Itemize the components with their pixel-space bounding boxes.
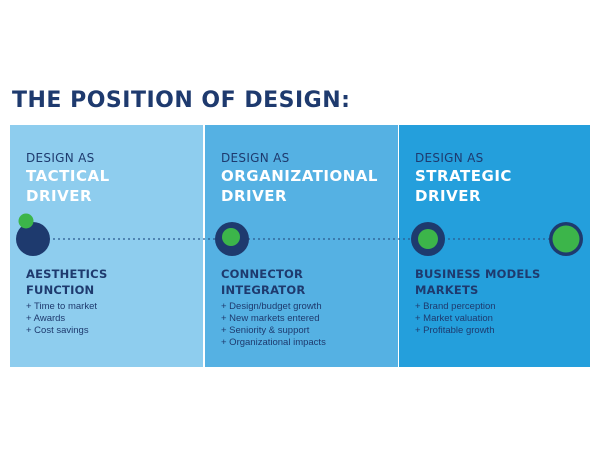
strategic-headline-line-2: DRIVER	[415, 187, 481, 205]
organizational-headline: ORGANIZATIONAL DRIVER	[221, 166, 396, 206]
strategic-headline: STRATEGIC DRIVER	[415, 166, 590, 206]
organizational-bullet-list: + Design/budget growth + New markets ent…	[221, 301, 326, 349]
strategic-eyebrow: DESIGN AS	[415, 151, 484, 165]
organizational-subtitle-line-1: CONNECTOR	[221, 267, 304, 281]
tactical-subtitle-line-1: AESTHETICS	[26, 267, 108, 281]
bullet-item: + Profitable growth	[415, 325, 495, 336]
bullet-item: + Market valuation	[415, 313, 493, 324]
bullet-item: + Design/budget growth	[221, 301, 322, 312]
strategic-driver-panel: DESIGN AS STRATEGIC DRIVER BUSINESS MODE…	[399, 125, 590, 367]
bullet-item: + Awards	[26, 313, 66, 324]
tactical-headline: TACTICAL DRIVER	[26, 166, 201, 206]
bullet-item: + Cost savings	[26, 325, 89, 336]
tactical-driver-panel: DESIGN AS TACTICAL DRIVER AESTHETICS FUN…	[10, 125, 203, 367]
tactical-subtitle-line-2: FUNCTION	[26, 283, 95, 297]
bullet-item: + New markets entered	[221, 313, 320, 324]
tactical-headline-line-2: DRIVER	[26, 187, 92, 205]
bullet-item: + Brand perception	[415, 301, 496, 312]
tactical-bullet-list: + Time to market + Awards + Cost savings	[26, 301, 97, 337]
strategic-headline-line-1: STRATEGIC	[415, 167, 512, 185]
organizational-headline-line-1: ORGANIZATIONAL	[221, 167, 378, 185]
bullet-item: + Organizational impacts	[221, 337, 326, 348]
bullet-item: + Seniority & support	[221, 325, 310, 336]
strategic-subtitle-line-1: BUSINESS MODELS	[415, 267, 541, 281]
strategic-bullet-list: + Brand perception + Market valuation + …	[415, 301, 496, 337]
strategic-subtitle-line-2: MARKETS	[415, 283, 479, 297]
strategic-subtitle: BUSINESS MODELS MARKETS	[415, 266, 590, 298]
tactical-subtitle: AESTHETICS FUNCTION	[26, 266, 201, 298]
page-title: THE POSITION OF DESIGN:	[12, 88, 351, 113]
organizational-driver-panel: DESIGN AS ORGANIZATIONAL DRIVER CONNECTO…	[205, 125, 398, 367]
organizational-subtitle: CONNECTOR INTEGRATOR	[221, 266, 396, 298]
organizational-eyebrow: DESIGN AS	[221, 151, 290, 165]
bullet-item: + Time to market	[26, 301, 98, 312]
tactical-headline-line-1: TACTICAL	[26, 167, 110, 185]
organizational-subtitle-line-2: INTEGRATOR	[221, 283, 306, 297]
organizational-headline-line-2: DRIVER	[221, 187, 287, 205]
tactical-eyebrow: DESIGN AS	[26, 151, 95, 165]
